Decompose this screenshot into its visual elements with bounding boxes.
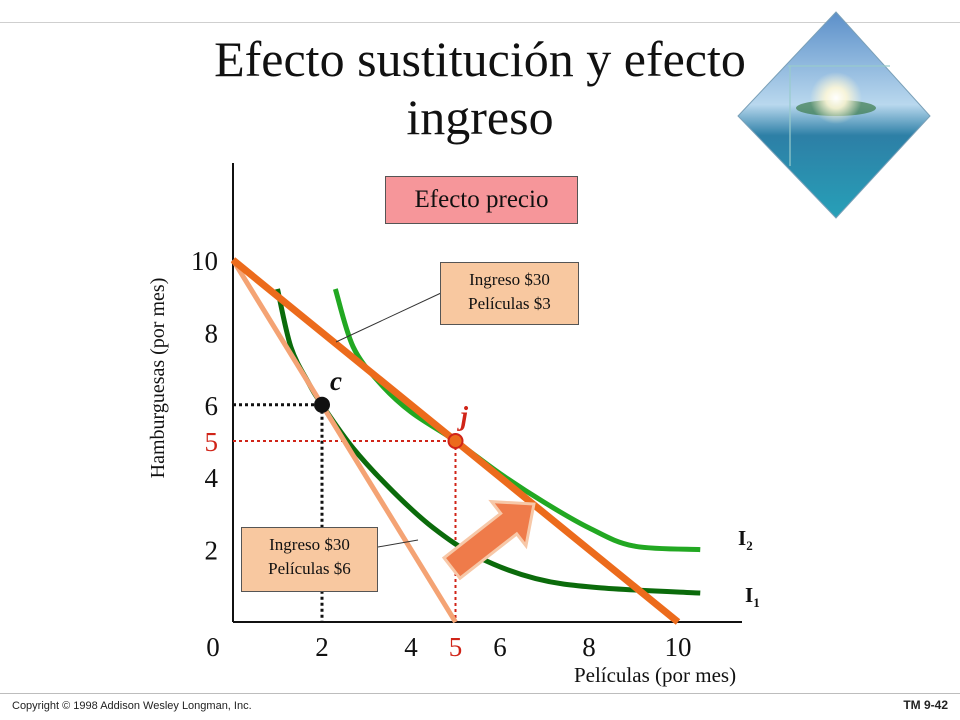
y-tick-label: 2 xyxy=(205,536,219,566)
y-tick-label: 6 xyxy=(205,391,219,421)
point-c-label: c xyxy=(330,366,342,396)
price-effect-arrow xyxy=(441,499,536,581)
budget-line-old xyxy=(230,258,458,624)
title-line-1: Efecto sustitución y efecto xyxy=(214,31,746,87)
point-c xyxy=(314,396,330,413)
data-points: cj xyxy=(314,366,469,449)
y-tick-label: 8 xyxy=(205,318,219,348)
x-tick-label: 6 xyxy=(493,632,507,662)
x-axis-label: Películas (por mes) xyxy=(574,663,736,687)
top-divider xyxy=(0,22,960,23)
budget-note-new-income: Ingreso $30 xyxy=(469,270,550,289)
x-tick-label: 5 xyxy=(449,632,463,662)
note-bottom-leader xyxy=(377,539,419,548)
x-tick-label: 2 xyxy=(315,632,329,662)
decorative-diamond-image xyxy=(737,11,931,219)
title-line-2: ingreso xyxy=(406,89,554,145)
copyright-text: Copyright © 1998 Addison Wesley Longman,… xyxy=(12,700,252,712)
x-tick-label: 0 xyxy=(206,632,220,662)
slide-title: Efecto sustitución y efecto ingreso xyxy=(120,30,840,146)
budget-note-old: Ingreso $30 Películas $6 xyxy=(241,527,378,592)
curve-label-I2: I2 xyxy=(738,526,753,553)
curve-label-I1: I1 xyxy=(745,583,760,610)
slide-id: TM 9-42 xyxy=(903,698,948,712)
budget-note-new-price: Películas $3 xyxy=(468,294,551,313)
y-tick-label: 10 xyxy=(191,246,218,276)
x-tick-label: 8 xyxy=(582,632,596,662)
point-j-label: j xyxy=(457,401,469,431)
point-j xyxy=(447,433,464,449)
budget-note-old-income: Ingreso $30 xyxy=(269,535,350,554)
y-axis-label: Hamburguesas (por mes) xyxy=(147,278,169,479)
budget-note-new: Ingreso $30 Películas $3 xyxy=(440,262,579,325)
budget-note-old-price: Películas $6 xyxy=(268,559,351,578)
x-tick-label: 10 xyxy=(665,632,692,662)
price-effect-label: Efecto precio xyxy=(385,176,578,224)
axes xyxy=(232,163,742,623)
note-top-leader xyxy=(335,292,442,343)
bottom-divider xyxy=(0,693,960,694)
x-tick-label: 4 xyxy=(404,632,418,662)
y-tick-label: 5 xyxy=(205,427,219,457)
y-tick-label: 4 xyxy=(205,463,219,493)
